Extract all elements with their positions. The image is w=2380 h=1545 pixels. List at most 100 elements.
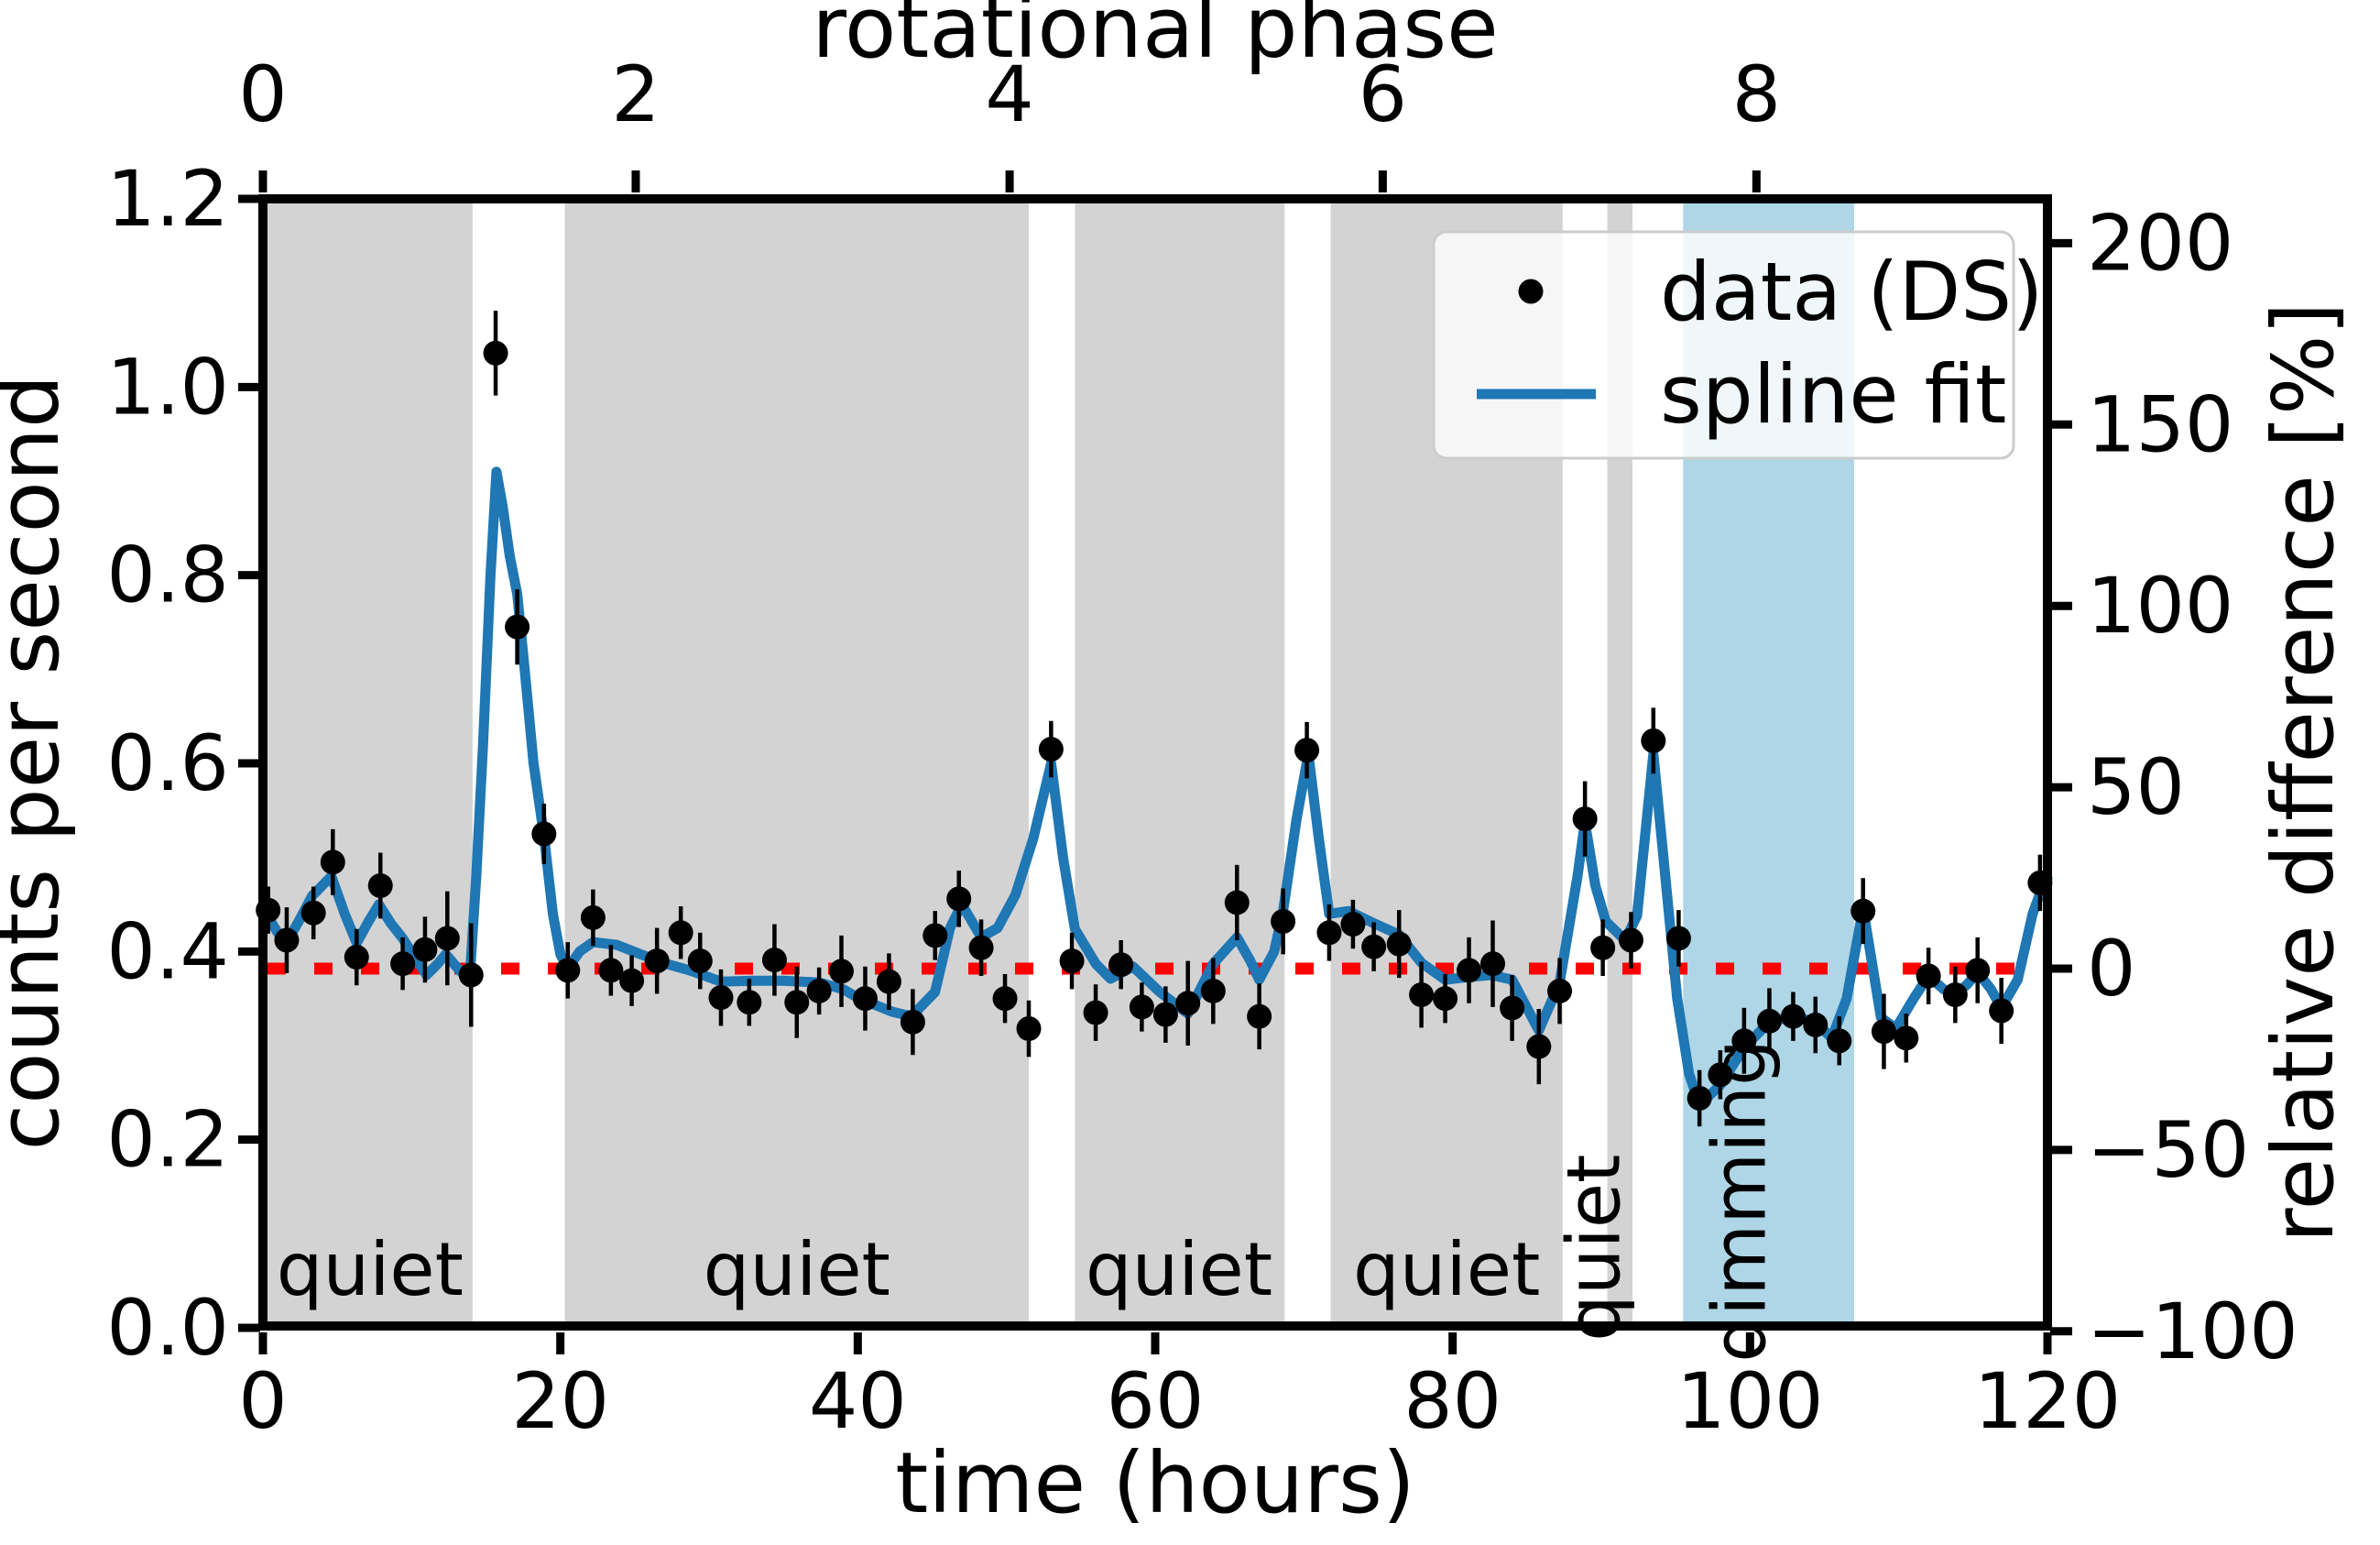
data-point <box>708 969 734 1026</box>
y-tick-label: 0.2 <box>106 1095 229 1185</box>
data-marker <box>1247 1003 1272 1029</box>
data-point <box>1083 984 1108 1041</box>
data-point <box>598 945 624 996</box>
phase-tick-label: 0 <box>238 49 287 139</box>
legend-marker-icon <box>1518 279 1544 304</box>
data-point <box>784 966 810 1038</box>
data-point <box>1803 996 1829 1054</box>
data-point <box>1457 937 1482 1003</box>
data-marker <box>992 986 1018 1012</box>
phase-tick-label: 4 <box>985 49 1033 139</box>
data-marker <box>598 958 624 983</box>
data-point <box>1916 948 1941 1004</box>
data-point <box>458 923 484 1027</box>
data-point <box>1618 912 1643 969</box>
y-tick-label: 0.8 <box>106 531 229 620</box>
data-point <box>434 891 460 986</box>
data-point <box>1152 986 1178 1043</box>
y-tick-label: 0.6 <box>106 718 229 808</box>
left-axis-title: counts per second <box>0 375 78 1151</box>
x-tick-label: 60 <box>1107 1356 1205 1446</box>
data-point <box>1361 922 1387 971</box>
data-marker <box>900 1009 925 1035</box>
data-point <box>1756 988 1782 1055</box>
right-tick-label: −50 <box>2087 1105 2249 1195</box>
data-point <box>668 906 693 959</box>
right-tick-label: −100 <box>2087 1287 2298 1376</box>
data-marker <box>1386 931 1412 957</box>
data-marker <box>1618 927 1643 953</box>
data-marker <box>1361 934 1387 959</box>
data-marker <box>1129 994 1154 1020</box>
data-marker <box>1871 1019 1896 1045</box>
data-marker <box>1827 1028 1852 1054</box>
data-point <box>852 966 878 1031</box>
data-point <box>390 937 416 991</box>
band-label: quiet <box>1353 1227 1540 1312</box>
data-point <box>1316 904 1342 961</box>
data-marker <box>1152 1002 1178 1027</box>
data-point <box>761 924 787 996</box>
data-marker <box>1708 1062 1733 1088</box>
axes-frame <box>258 194 2052 1331</box>
data-marker <box>300 900 326 926</box>
data-point <box>1894 1014 1919 1063</box>
data-marker <box>1665 926 1691 951</box>
data-point <box>320 828 345 895</box>
data-marker <box>505 614 530 640</box>
data-series <box>256 311 2053 1127</box>
data-marker <box>876 969 901 994</box>
data-marker <box>784 990 810 1015</box>
data-point <box>900 989 925 1056</box>
data-point <box>1687 1069 1712 1127</box>
data-point <box>1500 975 1525 1041</box>
data-marker <box>1756 1008 1782 1034</box>
data-point <box>1871 993 1896 1069</box>
data-point <box>300 886 326 939</box>
data-marker <box>390 951 416 977</box>
data-marker <box>968 935 994 960</box>
legend-box <box>1432 230 2015 460</box>
data-marker <box>1457 958 1482 983</box>
axis-ticks: 0 20 40 60 80 100 120 0 2 4 6 8 0.0 0.2 0.4 0.6 0.8 1.0 1.… <box>106 49 2298 1446</box>
data-marker <box>555 958 581 983</box>
x-tick-label: 120 <box>1974 1356 2121 1446</box>
data-marker <box>1409 982 1435 1008</box>
data-point <box>1965 937 1991 1003</box>
data-point <box>876 953 901 1010</box>
data-marker <box>412 937 438 962</box>
data-marker <box>434 926 460 951</box>
data-point <box>1294 721 1320 779</box>
data-marker <box>1108 952 1134 978</box>
data-marker <box>1200 978 1226 1003</box>
data-point <box>737 979 762 1026</box>
data-point <box>1016 1000 1042 1057</box>
data-point <box>1271 888 1296 955</box>
data-marker <box>1942 982 1968 1008</box>
right-tick-label: 100 <box>2087 561 2233 651</box>
y-tick-label: 0.4 <box>106 906 229 996</box>
right-tick-label: 0 <box>2087 924 2135 1014</box>
data-marker <box>1433 986 1458 1012</box>
data-marker <box>668 920 693 946</box>
data-marker <box>1803 1012 1829 1037</box>
data-marker <box>344 944 369 970</box>
data-point <box>580 889 606 947</box>
right-tick-label: 150 <box>2087 379 2233 469</box>
x-tick-label: 20 <box>511 1356 609 1446</box>
phase-tick-label: 2 <box>611 49 660 139</box>
data-marker <box>531 821 557 847</box>
data-point <box>806 967 832 1015</box>
data-marker <box>1479 951 1505 977</box>
data-marker <box>1271 908 1296 934</box>
x-tick-label: 40 <box>809 1356 907 1446</box>
data-marker <box>1038 737 1064 762</box>
x-tick-label: 100 <box>1676 1356 1823 1446</box>
y-tick-label: 0.0 <box>106 1283 229 1373</box>
y-tick-label: 1.0 <box>106 342 229 432</box>
data-point <box>1665 910 1691 967</box>
right-axis-title: relative difference [%] <box>2254 302 2353 1244</box>
data-marker <box>1547 978 1573 1003</box>
y-tick-label: 1.2 <box>106 154 229 244</box>
